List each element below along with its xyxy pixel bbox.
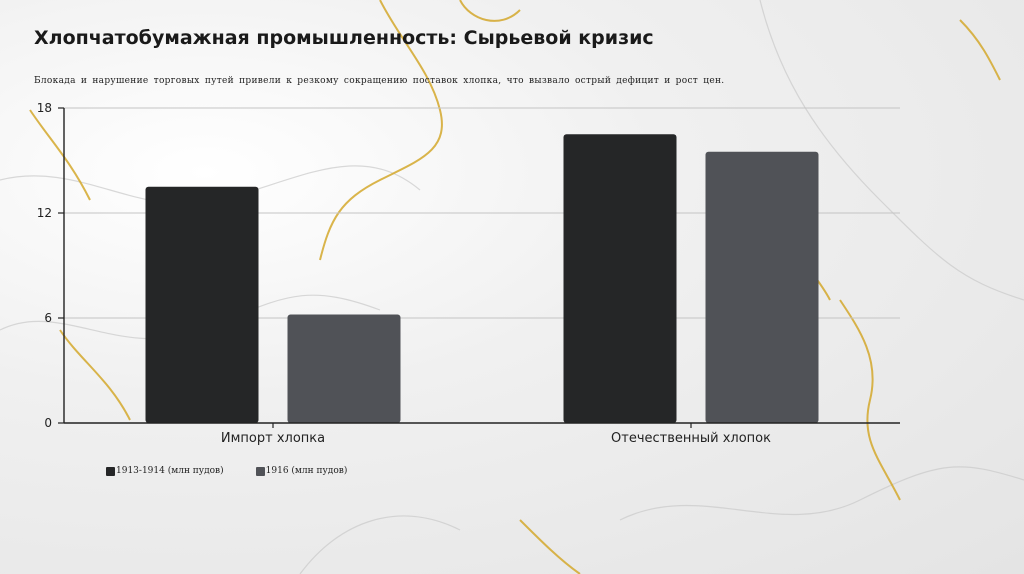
y-tick-label-3: 18	[37, 101, 52, 115]
bar-1-series-2	[287, 314, 401, 423]
y-tick-label-1: 6	[44, 311, 52, 325]
legend: 1913-1914 (млн пудов) 1916 (млн пудов)	[106, 466, 379, 476]
bar-2-series-2	[705, 151, 819, 423]
bar-1-series-1	[145, 186, 259, 423]
y-tick-label-2: 12	[37, 206, 52, 220]
bar-2-series-1	[563, 134, 677, 423]
axes: 0 6 12 18 Импорт хлопка Отечественный хлопок	[37, 101, 900, 446]
slide-title: Хлопчатобумажная промышленность: Сырьево…	[34, 27, 654, 49]
legend-swatch-series-1	[106, 466, 115, 476]
bars	[145, 134, 819, 423]
legend-item-series-1: 1913-1914 (млн пудов)	[106, 466, 224, 476]
legend-swatch-series-2	[255, 466, 265, 476]
x-category-label-2: Отечественный хлопок	[611, 431, 771, 446]
y-tick-label-0: 0	[44, 416, 52, 430]
legend-item-series-2: 1916 (млн пудов)	[255, 466, 348, 476]
legend-label-series-1: 1913-1914 (млн пудов)	[116, 466, 224, 476]
legend-label-series-2: 1916 (млн пудов)	[265, 466, 348, 476]
x-category-label-1: Импорт хлопка	[221, 431, 325, 446]
slide-subtitle: Блокада и нарушение торговых путей приве…	[34, 76, 725, 86]
